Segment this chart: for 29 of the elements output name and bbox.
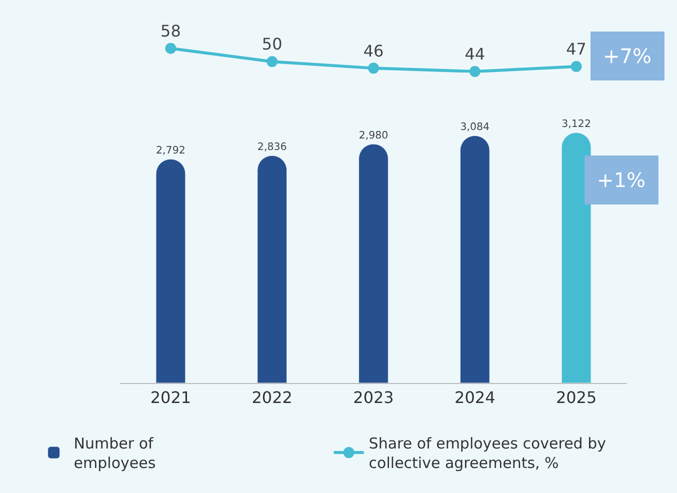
point: [570, 61, 582, 72]
data-label: 58: [160, 22, 181, 41]
data-label: 2,836: [257, 141, 287, 154]
bar: [257, 155, 288, 383]
legend-label: Share of employees covered by collective agreements, %: [368, 434, 606, 472]
bar: [358, 144, 388, 383]
data-label: 2,792: [156, 144, 186, 157]
data-label: 46: [363, 41, 384, 60]
data-label: 47: [566, 40, 586, 59]
legend-label: Number of employees: [74, 434, 156, 472]
x-tick-label: 2021: [150, 388, 192, 408]
x-tick-label: 2024: [454, 388, 496, 408]
bar: [460, 135, 490, 383]
data-label: 44: [464, 44, 486, 64]
data-label: 50: [262, 34, 282, 54]
point: [266, 56, 278, 68]
point: [368, 62, 379, 74]
x-tick-label: 2025: [556, 388, 597, 408]
annotation: +7%: [603, 44, 652, 68]
data-label: 3,122: [562, 118, 591, 130]
point: [469, 66, 480, 77]
bar: [561, 132, 592, 383]
annotation: +1%: [597, 168, 646, 192]
data-label: 3,084: [460, 121, 490, 134]
data-label: 2,980: [358, 129, 388, 142]
point: [165, 42, 176, 54]
x-tick-label: 2022: [252, 388, 292, 408]
x-tick-label: 2023: [353, 388, 394, 408]
bar: [156, 158, 186, 383]
